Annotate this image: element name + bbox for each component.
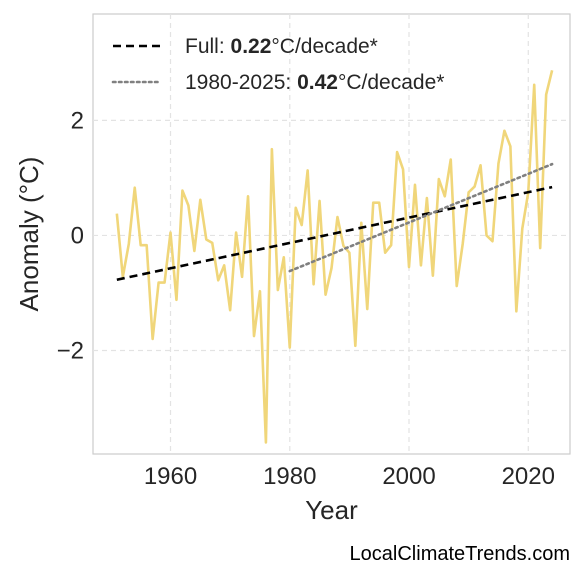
legend-label-rate: 0.42 <box>297 71 338 94</box>
legend-label-prefix: 1980-2025: <box>185 71 297 94</box>
x-tick-label: 2020 <box>502 463 555 490</box>
legend-label: 1980-2025: 0.42°C/decade* <box>185 71 444 94</box>
x-tick-label: 1960 <box>144 463 197 490</box>
y-tick-label: 2 <box>71 107 84 134</box>
x-tick-labels: 1960 1980 2000 2020 <box>144 463 555 490</box>
site-credit: LocalClimateTrends.com <box>350 543 570 565</box>
x-tick-label: 1980 <box>263 463 316 490</box>
legend-label-rate: 0.22 <box>231 35 272 58</box>
x-axis-title: Year <box>305 495 358 525</box>
grid-lines <box>93 14 570 454</box>
anomaly-series-line <box>115 70 554 444</box>
legend-label-suffix: °C/decade* <box>338 71 444 94</box>
plot-area <box>92 13 571 455</box>
series-layer <box>115 70 554 444</box>
y-tick-label: 0 <box>71 222 84 249</box>
y-axis-title: Anomaly (°C) <box>14 157 44 312</box>
x-tick-label: 2000 <box>382 463 435 490</box>
legend: Full: 0.22°C/decade*1980-2025: 0.42°C/de… <box>111 35 444 94</box>
legend-label-prefix: Full: <box>185 35 231 58</box>
recent-trend-line <box>288 162 554 273</box>
full-trend-line <box>116 185 553 282</box>
y-tick-labels: −2 0 2 <box>57 107 84 364</box>
legend-label: Full: 0.22°C/decade* <box>185 35 378 58</box>
legend-label-suffix: °C/decade* <box>271 35 377 58</box>
y-tick-label: −2 <box>57 337 84 364</box>
